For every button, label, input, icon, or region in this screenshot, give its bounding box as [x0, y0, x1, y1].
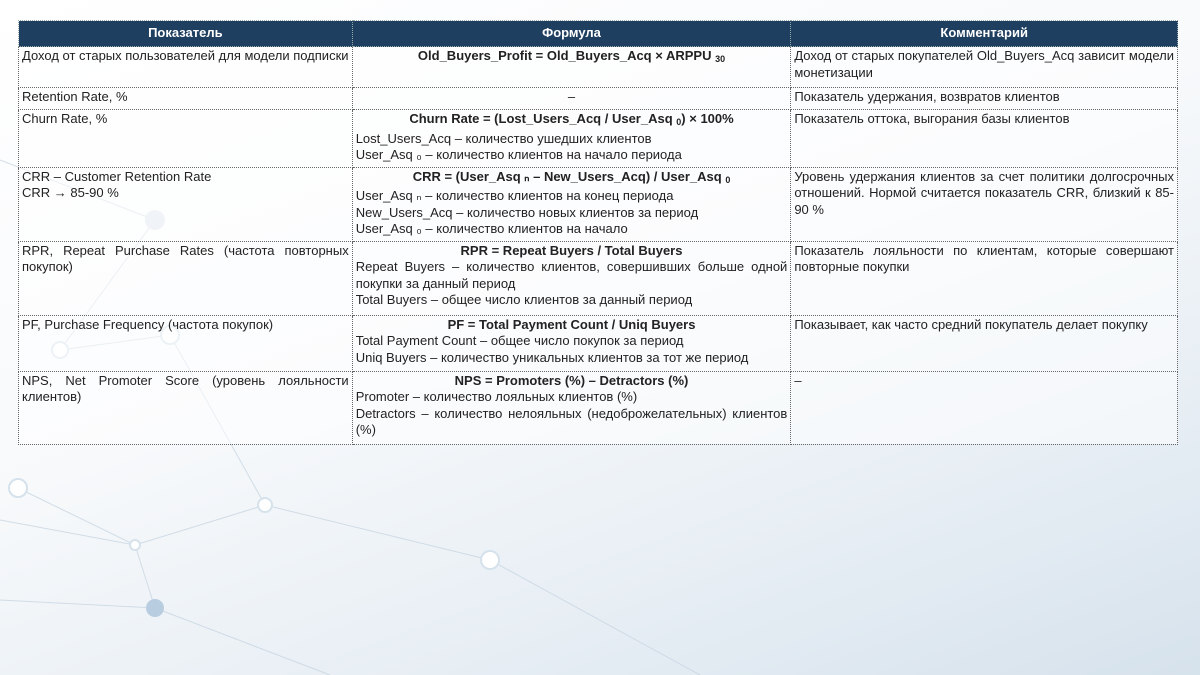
formula-definition: Total Buyers – общее число клиентов за д… [355, 292, 693, 307]
comment-text: Показывает, как часто средний покупатель… [794, 316, 1148, 332]
formula-definition: User_Asq ₙ – количество клиентов на коне… [355, 188, 674, 203]
comment-text: Доход от старых покупателей Old_Buyers_A… [794, 48, 1174, 80]
metric-name: RPR, Repeat Purchase Rates (частота повт… [22, 242, 349, 275]
table-row: PF, Purchase Frequency (частота покупок)… [18, 314, 1178, 372]
formula-definition: Repeat Buyers – количество клиентов, сов… [355, 259, 788, 291]
comment-cell: Показывает, как часто средний покупатель… [790, 314, 1178, 372]
metric-cell: Churn Rate, % [18, 109, 353, 168]
formula-cell: CRR = (User_Asq ₙ – New_Users_Acq) / Use… [351, 166, 792, 242]
metric-name: NPS, Net Promoter Score (уровень лояльно… [22, 372, 349, 405]
comment-cell: Доход от старых покупателей Old_Buyers_A… [790, 46, 1178, 88]
table-header-row: Показатель Формула Комментарий [18, 20, 1178, 47]
formula-tail: ) × 100% [681, 111, 734, 126]
metric-name: Доход от старых пользователей для модели… [22, 48, 349, 63]
table-row: NPS, Net Promoter Score (уровень лояльно… [18, 370, 1178, 445]
table-row: CRR – Customer Retention Rate CRR → 85-90… [18, 166, 1178, 242]
formula-definition: User_Asq ₀ – количество клиентов на нача… [355, 221, 628, 236]
comment-text: – [794, 372, 802, 388]
metric-name: PF, Purchase Frequency (частота покупок) [22, 316, 274, 332]
metric-name: Retention Rate, % [22, 89, 128, 104]
formula-text: Old_Buyers_Profit = Old_Buyers_Acq × ARP… [417, 48, 712, 63]
formula: Churn Rate = (Lost_Users_Acq / User_Asq … [356, 111, 788, 131]
comment-text: Показатель удержания, возвратов клиентов [794, 89, 1060, 104]
comment-cell: Показатель оттока, выгорания базы клиент… [790, 109, 1178, 168]
table-row: Churn Rate, % Churn Rate = (Lost_Users_A… [18, 109, 1178, 168]
comment-cell: Уровень удержания клиентов за счет полит… [790, 166, 1178, 242]
formula: RPR = Repeat Buyers / Total Buyers [356, 243, 788, 260]
formula-cell: RPR = Repeat Buyers / Total Buyers Repeat… [351, 240, 792, 316]
formula: – [356, 89, 788, 106]
metric-cell: Retention Rate, % [18, 87, 353, 110]
header-metric: Показатель [18, 20, 353, 47]
table-row: Доход от старых пользователей для модели… [18, 46, 1178, 88]
metric-cell: NPS, Net Promoter Score (уровень лояльно… [18, 370, 353, 445]
formula-text: RPR = Repeat Buyers / Total Buyers [460, 242, 683, 258]
formula: Old_Buyers_Profit = Old_Buyers_Acq × ARP… [356, 48, 788, 68]
metric-cell: Доход от старых пользователей для модели… [18, 46, 353, 88]
header-comment: Комментарий [790, 20, 1178, 47]
metric-note: CRR → 85-90 % [22, 185, 119, 200]
comment-text: Показатель оттока, выгорания базы клиент… [794, 111, 1070, 126]
formula-cell: – [351, 87, 792, 110]
metrics-table: Показатель Формула Комментарий Доход от … [18, 20, 1178, 445]
formula-text: CRR = (User_Asq ₙ – New_Users_Acq) / Use… [412, 168, 722, 184]
table-row: RPR, Repeat Purchase Rates (частота повт… [18, 240, 1178, 316]
header-formula: Формула [351, 20, 792, 47]
metric-cell: CRR – Customer Retention Rate CRR → 85-90… [18, 166, 353, 242]
formula: PF = Total Payment Count / Uniq Buyers [356, 317, 788, 334]
formula-text: Churn Rate = (Lost_Users_Acq / User_Asq [409, 111, 673, 126]
formula-definition: Uniq Buyers – количество уникальных клие… [355, 349, 749, 365]
formula-text: NPS = Promoters (%) – Detractors (%) [454, 372, 689, 388]
formula-definition: Total Payment Count – общее число покупо… [355, 333, 684, 348]
formula-cell: Old_Buyers_Profit = Old_Buyers_Acq × ARP… [351, 46, 792, 88]
formula-cell: Churn Rate = (Lost_Users_Acq / User_Asq … [351, 109, 792, 168]
comment-text: Уровень удержания клиентов за счет полит… [794, 168, 1174, 217]
comment-cell: – [790, 370, 1178, 445]
formula-definition: Lost_Users_Acq – количество ушедших клие… [355, 130, 652, 146]
formula: NPS = Promoters (%) – Detractors (%) [356, 373, 788, 390]
formula-text: PF = Total Payment Count / Uniq Buyers [447, 316, 696, 332]
formula-definition: Promoter – количество лояльных клиентов … [355, 389, 638, 404]
metric-name: CRR – Customer Retention Rate [22, 168, 212, 184]
comment-cell: Показатель лояльности по клиентам, котор… [790, 240, 1178, 316]
formula-cell: PF = Total Payment Count / Uniq Buyers To… [351, 314, 792, 372]
table-row: Retention Rate, % – Показатель удержания… [18, 87, 1178, 110]
formula-definition: User_Asq ₀ – количество клиентов на нача… [355, 147, 682, 162]
formula-definition: New_Users_Acq – количество новых клиенто… [355, 204, 699, 220]
metric-name: Churn Rate, % [22, 111, 108, 126]
formula-text: – [567, 89, 576, 104]
formula: CRR = (User_Asq ₙ – New_Users_Acq) / Use… [356, 169, 788, 189]
formula-subscript: 0 [676, 117, 682, 127]
metric-cell: RPR, Repeat Purchase Rates (частота повт… [18, 240, 353, 316]
comment-cell: Показатель удержания, возвратов клиентов [790, 87, 1178, 110]
formula-subscript: 30 [715, 54, 726, 64]
formula-definition: Detractors – количество нелояльных (недо… [355, 405, 788, 438]
formula-subscript: 0 [725, 174, 731, 185]
metric-cell: PF, Purchase Frequency (частота покупок) [18, 314, 353, 372]
comment-text: Показатель лояльности по клиентам, котор… [794, 242, 1174, 275]
formula-cell: NPS = Promoters (%) – Detractors (%) Prom… [351, 370, 792, 445]
